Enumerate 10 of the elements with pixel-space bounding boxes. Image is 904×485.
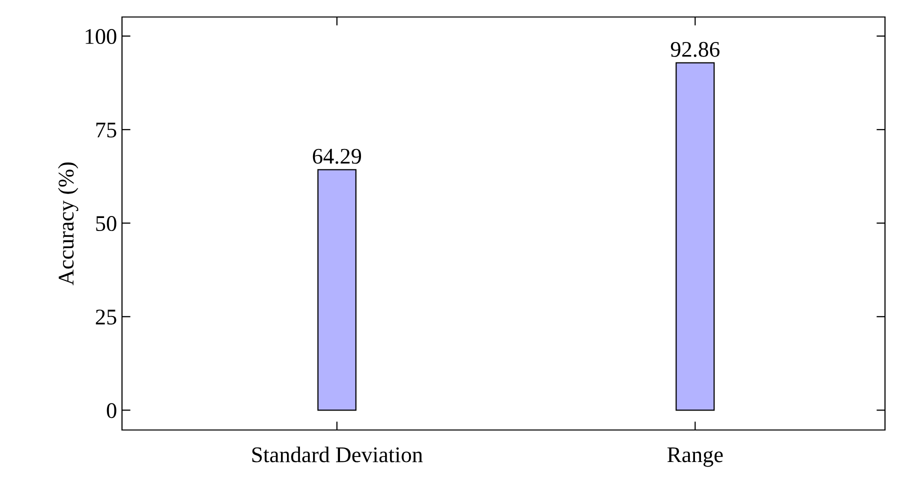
y-tick-label: 0 [106, 403, 116, 418]
x-tick-label: Standard Deviation [252, 446, 423, 462]
y-axis-title: Accuracy (%) [58, 162, 78, 286]
x-tick-label: Range [667, 447, 723, 467]
y-tick-label: 100 [86, 29, 116, 44]
y-tick-label: 75 [96, 122, 116, 138]
y-tick-label: 50 [96, 216, 116, 232]
data-label: 92.86 [670, 42, 720, 57]
data-label: 64.29 [312, 148, 362, 164]
y-tick-label: 25 [96, 310, 116, 325]
